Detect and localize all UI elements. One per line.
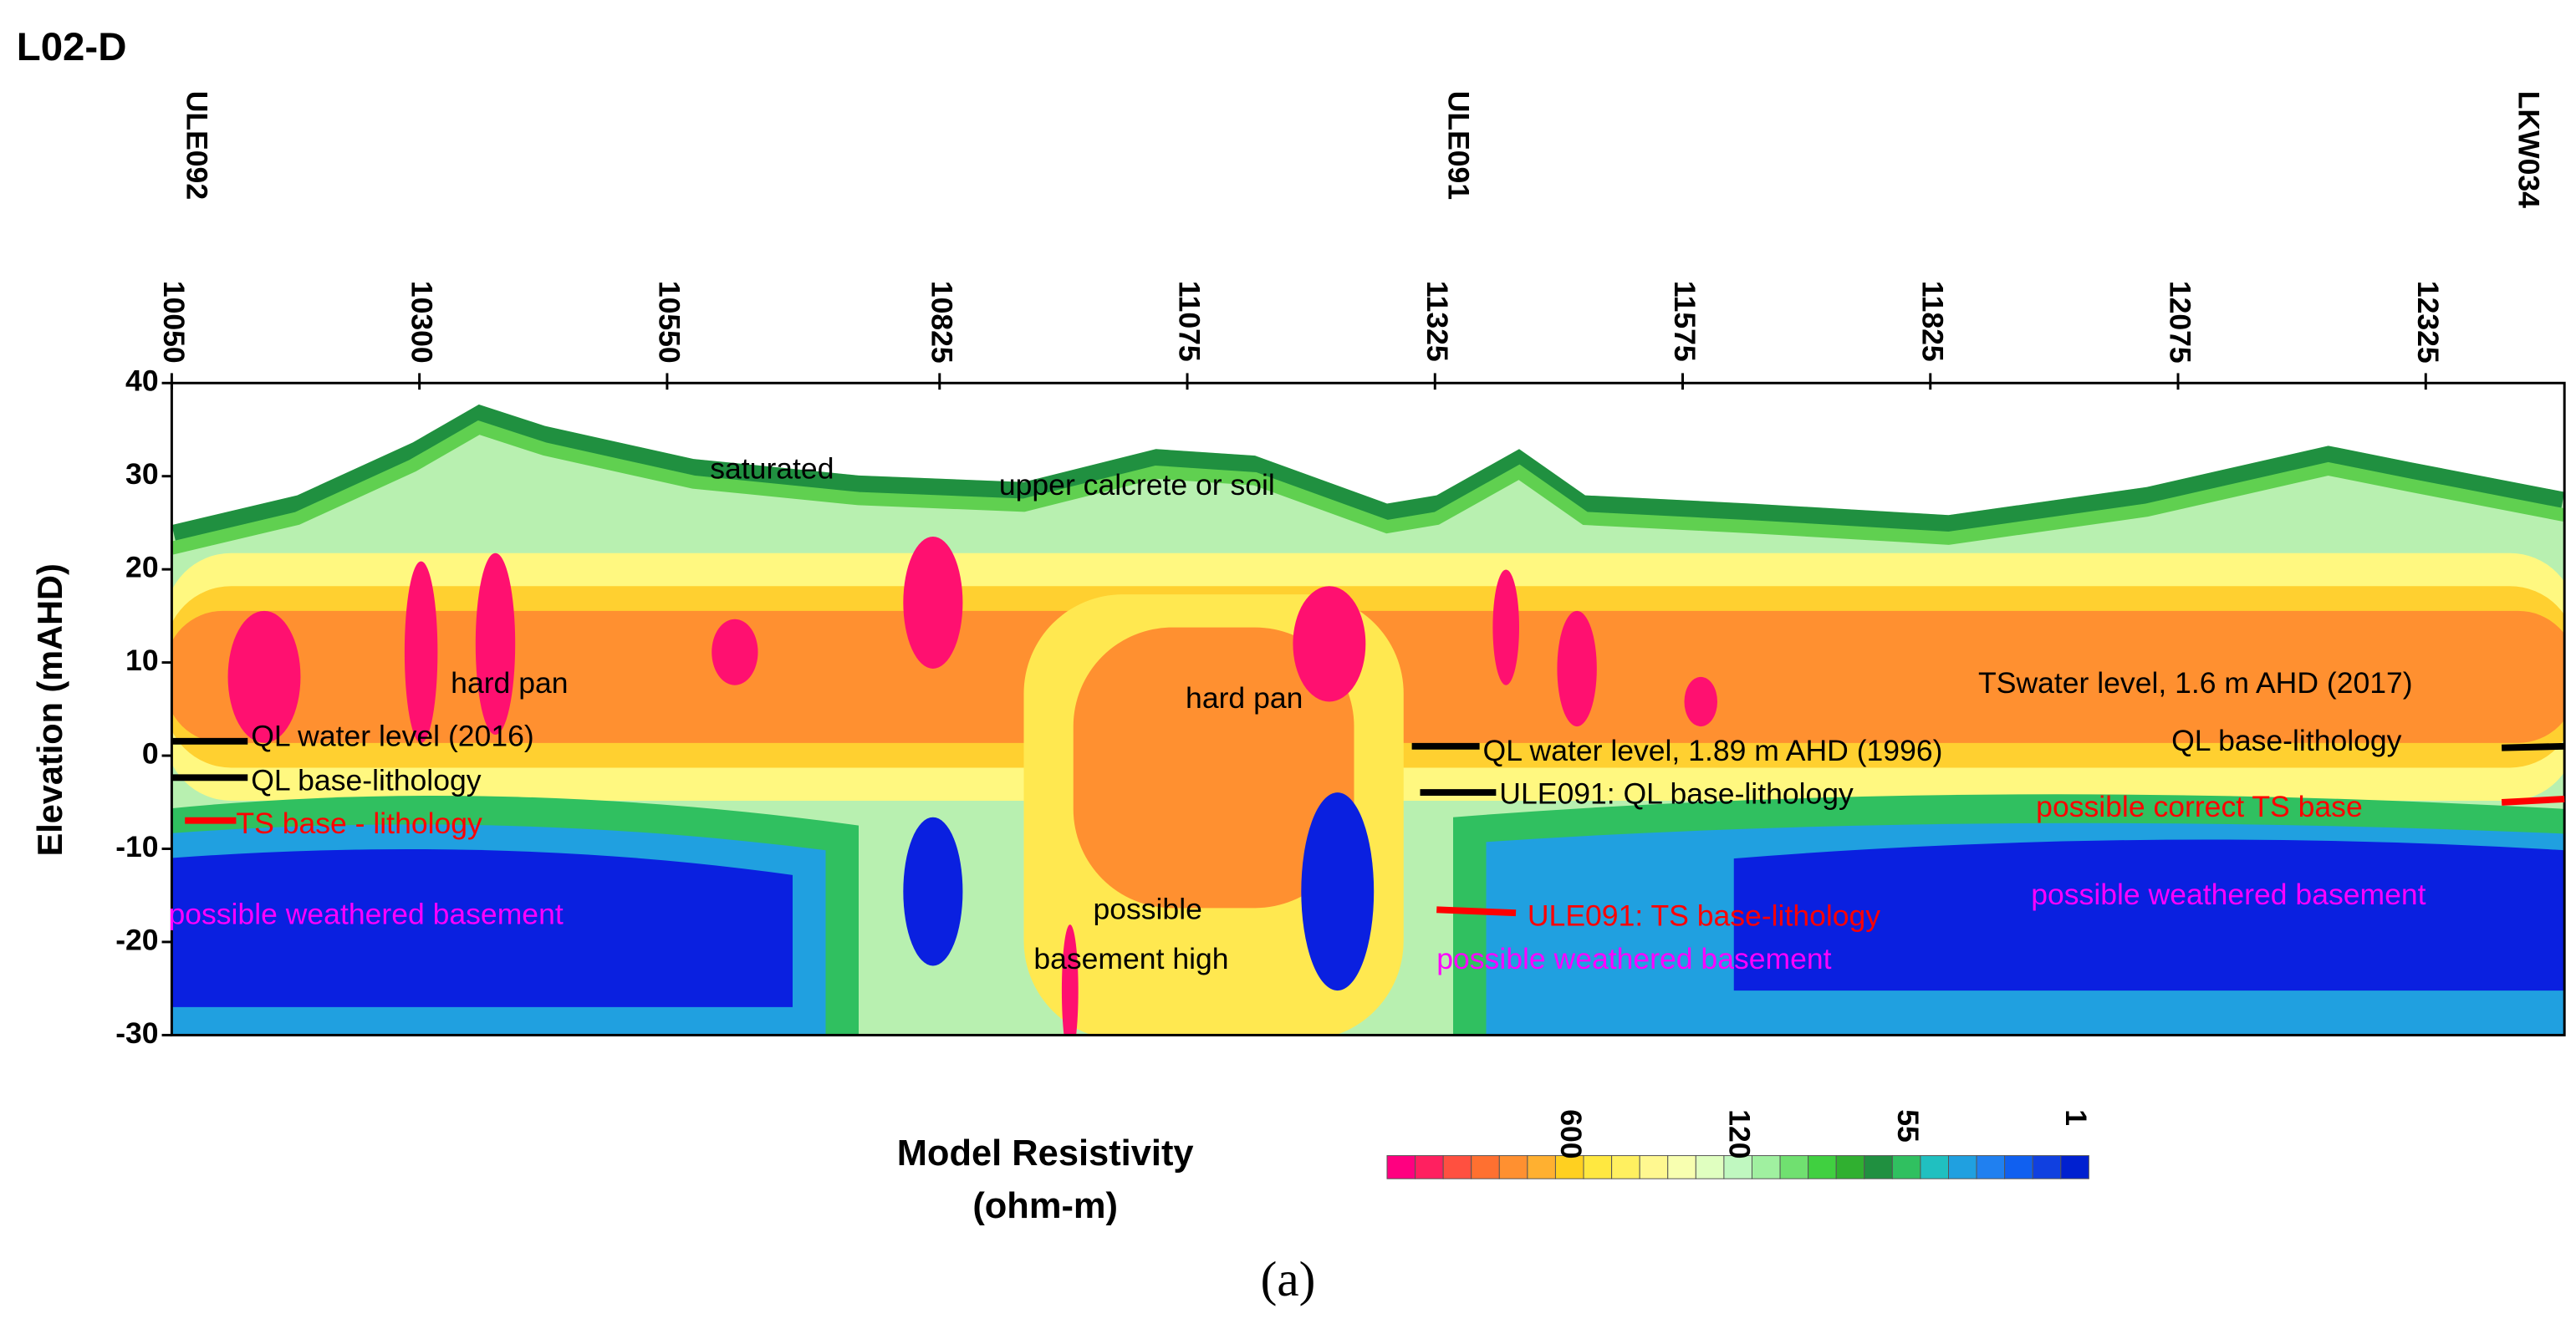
colorbar-swatch: [1471, 1155, 1500, 1179]
x-tick-label: 11075: [1173, 281, 1206, 362]
colorbar-label: Model Resistivity: [897, 1133, 1194, 1174]
colorbar-swatch: [1554, 1155, 1584, 1179]
y-tick-label: -10: [115, 830, 158, 863]
plot-frame: [170, 381, 2566, 1036]
colorbar-swatch: [1920, 1155, 1949, 1179]
borehole-label: LKW034: [2512, 91, 2545, 208]
annotation: possible correct TS base: [2036, 790, 2363, 823]
annotation: QL base-lithology: [2171, 724, 2402, 757]
colorbar-swatch: [1864, 1155, 1893, 1179]
colorbar-swatch: [1808, 1155, 1837, 1179]
colorbar-swatch: [1835, 1155, 1865, 1179]
y-tick-label: 30: [125, 457, 159, 491]
resistivity-section: [171, 404, 2565, 1036]
borehole-label: ULE091: [1442, 91, 1476, 200]
annotation: QL base-lithology: [251, 764, 482, 797]
caption: (a): [1261, 1251, 1316, 1306]
colorbar-swatch: [1415, 1155, 1444, 1179]
colorbar-swatch: [2032, 1155, 2062, 1179]
annotation: upper calcrete or soil: [999, 468, 1275, 502]
colorbar-label: (ohm-m): [972, 1186, 1118, 1226]
colorbar-swatch: [1667, 1155, 1696, 1179]
colorbar-tick-label: 55: [1891, 1109, 1925, 1143]
annotation: possible weathered basement: [168, 898, 563, 931]
y-tick-label: 20: [125, 551, 159, 584]
colorbar-swatch: [1695, 1155, 1725, 1179]
x-tick-label: 11575: [1668, 281, 1701, 362]
colorbar-swatch: [1442, 1155, 1472, 1179]
annotation: basement high: [1033, 942, 1228, 975]
colorbar-swatch: [2004, 1155, 2033, 1179]
annotation: QL water level (2016): [251, 719, 534, 752]
x-tick-label: 10050: [157, 281, 191, 364]
x-tick-label: 10300: [405, 281, 438, 364]
annotation: ULE091: QL base-lithology: [1499, 777, 1854, 810]
colorbar-tick-label: 600: [1554, 1109, 1588, 1158]
annotation: TS base - lithology: [236, 807, 482, 840]
annotation: possible weathered basement: [2031, 878, 2426, 911]
annotation: QL water level, 1.89 m AHD (1996): [1483, 734, 1943, 767]
borehole-label: ULE092: [181, 91, 214, 200]
y-tick-label: 10: [125, 644, 159, 677]
colorbar-swatch: [1639, 1155, 1669, 1179]
x-tick-label: 10550: [653, 281, 686, 364]
colorbar-swatch: [1948, 1155, 1977, 1179]
colorbar-swatch: [1891, 1155, 1921, 1179]
colorbar-swatch: [1751, 1155, 1781, 1179]
colorbar-swatch: [1976, 1155, 2006, 1179]
annotation: possible weathered basement: [1436, 942, 1831, 975]
colorbar-swatch: [1723, 1155, 1752, 1179]
y-axis-label: Elevation (mAHD): [30, 563, 69, 856]
colorbar-swatch: [1779, 1155, 1809, 1179]
x-tick-label: 11825: [1915, 281, 1949, 362]
colorbar-swatch: [1611, 1155, 1640, 1179]
colorbar-swatch: [2060, 1155, 2089, 1179]
y-tick-label: 0: [142, 736, 159, 770]
x-tick-label: 12075: [2164, 281, 2197, 364]
annotation: hard pan: [1186, 681, 1303, 715]
colorbar-swatch: [1498, 1155, 1528, 1179]
colorbar-swatch: [1583, 1155, 1613, 1179]
y-tick-label: -20: [115, 923, 158, 956]
colorbar-swatch: [1386, 1155, 1416, 1179]
annotation: saturated: [710, 451, 834, 485]
chart-title: L02-D: [17, 25, 127, 69]
y-tick-label: -30: [115, 1016, 158, 1050]
colorbar-tick-label: 120: [1722, 1109, 1756, 1158]
annotation: TSwater level, 1.6 m AHD (2017): [1978, 666, 2413, 700]
colorbar-swatch: [1527, 1155, 1556, 1179]
x-tick-label: 12325: [2411, 281, 2445, 364]
annotation: ULE091: TS base-lithology: [1528, 899, 1880, 933]
annotation: hard pan: [451, 666, 568, 700]
colorbar-tick-label: 1: [2059, 1109, 2093, 1126]
y-tick-label: 40: [125, 364, 159, 398]
marker-lines: [171, 737, 2565, 917]
annotation: possible: [1093, 893, 1201, 926]
x-tick-label: 10825: [925, 281, 958, 364]
x-tick-label: 11325: [1421, 281, 1454, 362]
